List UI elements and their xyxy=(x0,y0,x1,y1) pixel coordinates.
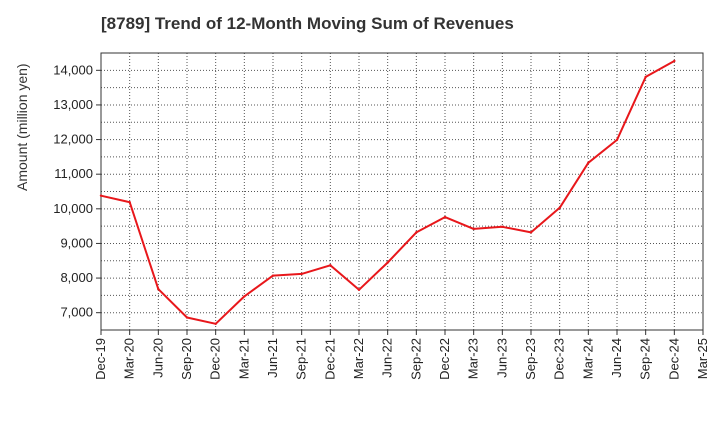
x-tick-label: Sep-24 xyxy=(638,338,653,380)
x-tick-label: Dec-24 xyxy=(666,338,681,380)
data-point xyxy=(99,194,103,197)
data-point xyxy=(615,138,619,142)
x-tick-label: Mar-24 xyxy=(580,338,595,379)
y-tick-label: 11,000 xyxy=(54,166,93,181)
data-point xyxy=(157,287,160,291)
data-point xyxy=(271,274,275,277)
plot-frame xyxy=(100,52,704,331)
x-tick-label: Mar-25 xyxy=(695,338,710,379)
x-tick-label: Jun-20 xyxy=(150,338,165,378)
data-point xyxy=(329,264,332,267)
x-tick-label: Jun-23 xyxy=(494,338,509,378)
data-point xyxy=(443,215,447,219)
data-point xyxy=(357,288,361,292)
x-tick-label: Jun-24 xyxy=(609,338,624,378)
data-point xyxy=(185,316,189,319)
data-point xyxy=(415,231,418,234)
y-tick-label: 9,000 xyxy=(60,235,93,250)
x-tick-label: Mar-22 xyxy=(351,338,366,379)
data-point xyxy=(386,261,389,264)
chart-title: [8789] Trend of 12-Month Moving Sum of R… xyxy=(101,14,514,33)
y-tick-label: 7,000 xyxy=(60,305,93,320)
x-tick-label: Dec-19 xyxy=(93,338,108,380)
y-tick-label: 14,000 xyxy=(53,62,93,77)
x-tick-label: Sep-21 xyxy=(294,338,309,380)
data-point xyxy=(558,206,561,209)
x-tick-label: Mar-23 xyxy=(466,338,481,379)
data-point xyxy=(243,295,246,298)
data-point xyxy=(501,225,504,229)
data-point xyxy=(300,272,303,276)
x-tick-label: Sep-20 xyxy=(179,338,194,380)
x-tick-label: Dec-20 xyxy=(208,338,223,380)
x-tick-label: Sep-23 xyxy=(523,338,538,380)
x-tick-label: Mar-21 xyxy=(236,338,251,379)
data-point xyxy=(472,227,475,231)
y-tick-label: 12,000 xyxy=(53,132,93,147)
x-tick-label: Jun-22 xyxy=(380,338,395,378)
x-tick-label: Dec-21 xyxy=(322,338,337,380)
y-tick-label: 13,000 xyxy=(53,97,93,112)
x-tick-label: Dec-22 xyxy=(437,338,452,380)
data-point xyxy=(587,161,590,164)
x-tick-label: Sep-22 xyxy=(408,338,423,380)
x-tick-label: Dec-23 xyxy=(552,338,567,380)
data-point xyxy=(673,59,676,63)
data-point xyxy=(529,231,533,234)
x-tick-label: Mar-20 xyxy=(122,338,137,379)
data-point xyxy=(214,322,217,325)
x-tick-label: Jun-21 xyxy=(265,338,280,378)
y-tick-label: 10,000 xyxy=(53,201,93,216)
y-tick-label: 8,000 xyxy=(60,270,93,285)
data-point xyxy=(128,201,131,204)
data-point xyxy=(644,75,647,79)
